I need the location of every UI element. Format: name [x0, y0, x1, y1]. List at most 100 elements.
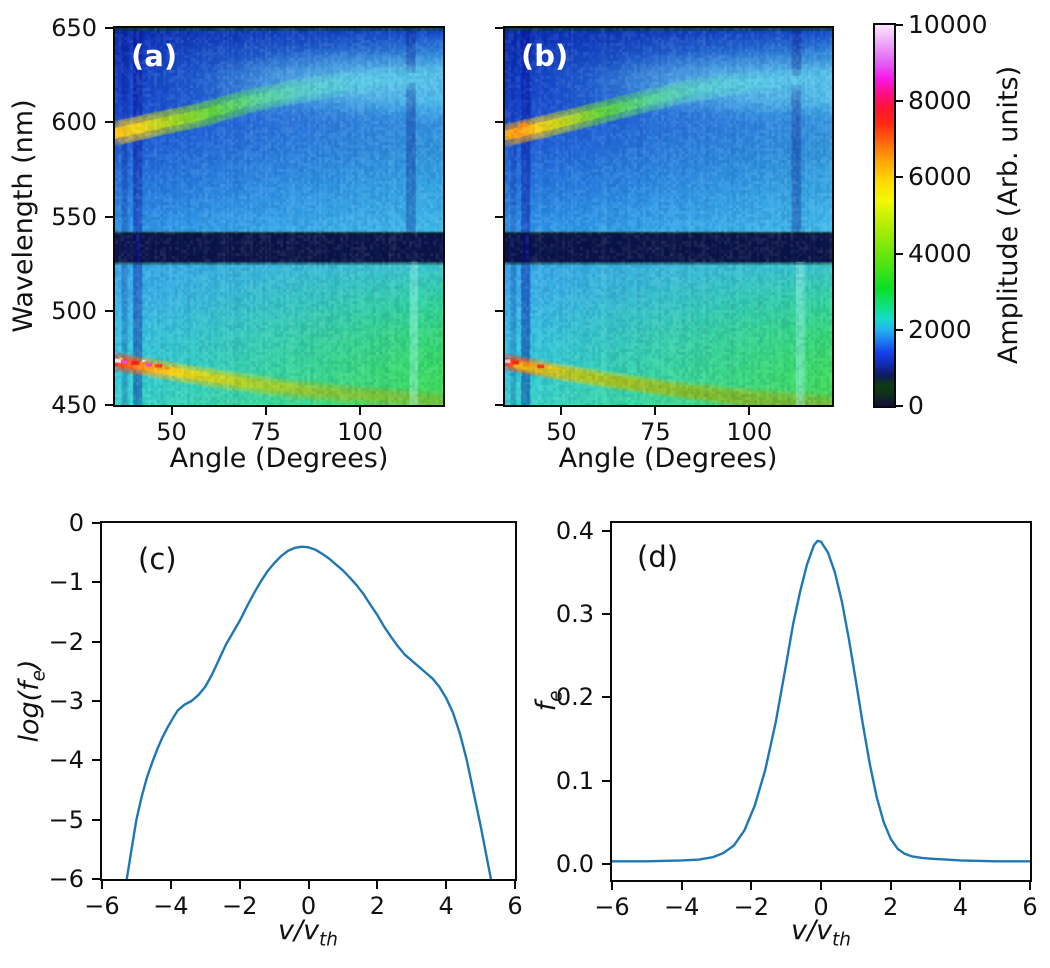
- panel-c-letter: (c): [138, 542, 177, 576]
- panel-c-x-axis-label: v/vth: [278, 915, 338, 951]
- panel-c-x-tick: [445, 881, 448, 889]
- panel-d-y-tick: [602, 779, 610, 782]
- panel-a-x-tick-label: 50: [156, 418, 187, 446]
- colorbar-tick-label: 2000: [908, 314, 972, 344]
- panel-b-x-tick-label: 50: [546, 418, 577, 446]
- panel-a-y-tick: [105, 215, 113, 218]
- panel-d-y-tick-label: 0.1: [555, 766, 594, 795]
- panel-c-x-tick-label: −6: [84, 892, 120, 920]
- panel-a-y-tick-label: 650: [51, 14, 97, 42]
- colorbar-label: Amplitude (Arb. units): [993, 65, 1024, 365]
- panel-c-x-tick-label: 6: [507, 892, 523, 920]
- panel-c-x-tick-label: −4: [153, 892, 189, 920]
- panel-d-x-tick-label: 2: [883, 893, 899, 921]
- panel-d-y-tick: [602, 613, 610, 616]
- panel-d-y-tick: [602, 529, 610, 532]
- panel-c-y-tick: [92, 640, 100, 643]
- panel-a-x-tick: [359, 407, 362, 415]
- panel-b-x-tick-label: 75: [640, 418, 671, 446]
- panel-c-y-tick: [92, 818, 100, 821]
- panel-d-y-tick-label: 0.2: [555, 683, 594, 712]
- panel-c-x-tick-label: −2: [221, 892, 258, 920]
- panel-d-x-tick-label: 0: [813, 893, 829, 921]
- panel-a-y-tick-label: 450: [51, 391, 97, 419]
- panel-c-y-tick-label: −4: [48, 746, 84, 775]
- colorbar-gradient: [875, 25, 894, 406]
- panel-a-letter: (a): [131, 39, 178, 73]
- panel-c-y-tick: [92, 522, 100, 524]
- panel-b-y-tick: [495, 121, 503, 124]
- panel-a-y-tick: [105, 309, 113, 312]
- panel-b-letter: (b): [521, 39, 569, 73]
- panel-d-x-tick: [820, 882, 822, 890]
- colorbar: [873, 23, 896, 408]
- panel-c-y-tick: [92, 581, 100, 584]
- panel-d-y-tick-label: 0.0: [555, 849, 594, 878]
- colorbar-tick: [896, 405, 903, 407]
- colorbar-tick-label: 0: [908, 391, 924, 420]
- panel-d-x-tick: [680, 882, 683, 890]
- panel-a-x-tick: [170, 407, 173, 415]
- panel-c-line-plot: [125, 545, 493, 879]
- panel-b-heatmap-image: [505, 28, 832, 405]
- panel-a-y-tick-label: 500: [51, 296, 97, 325]
- panel-c-x-tick: [376, 881, 379, 889]
- panel-c-x-tick-label: 2: [369, 892, 385, 920]
- panel-c-y-tick-label: −1: [48, 568, 84, 597]
- colorbar-tick-label: 8000: [908, 86, 972, 116]
- panel-d-letter: (d): [637, 540, 679, 574]
- panel-c-y-tick-label: 0: [68, 509, 84, 537]
- panel-c-y-tick: [92, 700, 100, 702]
- colorbar-tick: [896, 24, 903, 26]
- panel-d-x-tick: [1029, 882, 1031, 890]
- panel-c-y-tick-label: −5: [48, 805, 84, 834]
- panel-d-x-tick-label: −2: [733, 893, 770, 921]
- panel-c-curve: [125, 545, 493, 879]
- panel-a-y-tick: [105, 27, 113, 29]
- colorbar-tick-label: 10000: [908, 10, 988, 39]
- panel-a-y-tick-label: 550: [51, 202, 97, 231]
- panel-c-x-tick: [307, 881, 310, 889]
- panel-d-x-tick-label: 6: [1022, 893, 1038, 921]
- panel-d-plot-area: (d): [610, 521, 1032, 882]
- panel-d-y-tick-label: 0.3: [555, 600, 594, 629]
- panel-d-x-tick-label: 4: [952, 893, 968, 921]
- panel-a-x-tick-label: 75: [250, 418, 282, 446]
- panel-c-y-tick-label: −2: [48, 627, 84, 656]
- panel-d-x-tick-label: −4: [663, 893, 700, 921]
- panel-d-y-tick-label: 0.4: [555, 516, 594, 545]
- panel-a-plot-area: (a): [113, 26, 445, 407]
- panel-c-plot-area: (c): [100, 521, 517, 881]
- panel-d-x-tick: [611, 882, 613, 890]
- panel-b-x-tick: [654, 407, 657, 415]
- panel-d-x-tick: [750, 882, 753, 890]
- panel-d-x-tick: [959, 882, 962, 890]
- panel-b-x-tick: [748, 407, 751, 415]
- panel-d-y-tick: [602, 696, 610, 699]
- panel-a-x-tick: [264, 407, 267, 415]
- panel-b-x-tick-label: 100: [726, 418, 773, 446]
- colorbar-tick: [896, 176, 903, 179]
- panel-b-x-axis-label: Angle (Degrees): [558, 443, 778, 474]
- colorbar-tick: [896, 328, 903, 331]
- colorbar-tick-label: 6000: [908, 162, 972, 192]
- panel-b-y-tick: [495, 215, 503, 218]
- panel-b-y-tick: [495, 27, 503, 29]
- panel-a-y-tick: [105, 404, 113, 406]
- panel-c-y-tick: [92, 759, 100, 762]
- panel-a-y-tick: [105, 121, 113, 124]
- panel-d-x-tick: [889, 882, 892, 890]
- panel-d-y-tick: [602, 862, 610, 865]
- panel-c-x-tick: [169, 881, 172, 889]
- panel-c-x-tick-label: 0: [300, 892, 317, 920]
- panel-b-y-tick: [495, 309, 503, 312]
- panel-d-curve: [612, 539, 1030, 863]
- panel-c-x-tick: [238, 881, 241, 889]
- panel-b-plot-area: (b): [503, 26, 834, 407]
- panel-d-x-axis-label: v/vth: [791, 915, 851, 951]
- panel-c-x-tick: [101, 881, 103, 889]
- colorbar-tick: [896, 100, 903, 103]
- colorbar-tick-label: 4000: [908, 238, 972, 268]
- panel-a-x-axis-label: Angle (Degrees): [169, 443, 389, 474]
- panel-c-x-tick: [514, 881, 516, 889]
